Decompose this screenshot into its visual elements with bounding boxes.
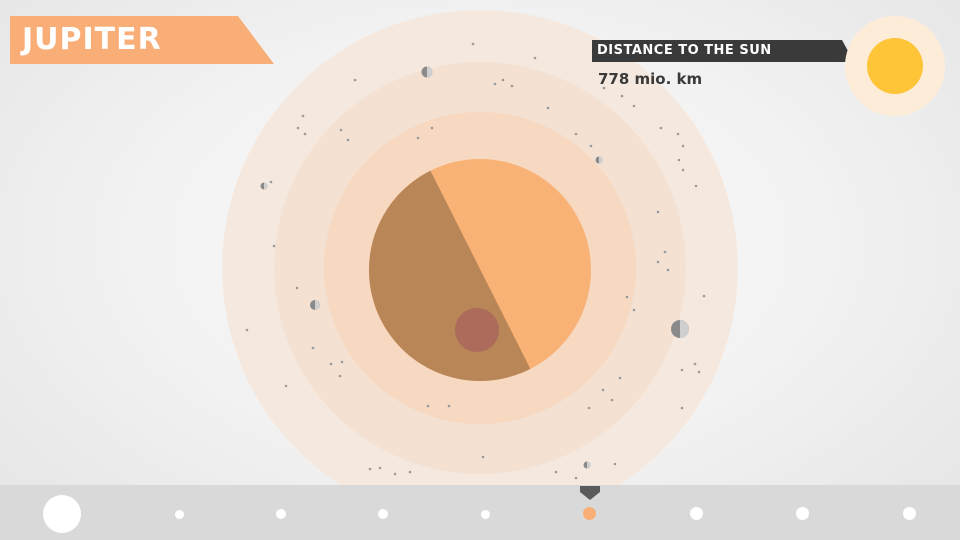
jupiter-scene <box>222 10 738 485</box>
moon <box>583 461 591 469</box>
moon <box>310 300 320 310</box>
distance-label-banner: DISTANCE TO THE SUN <box>592 40 854 62</box>
moons <box>260 66 689 469</box>
nav-dot-neptune[interactable] <box>903 507 916 520</box>
nav-dot-earth[interactable] <box>378 509 388 519</box>
planet-navigation-bar <box>0 485 960 540</box>
jupiter-illustration <box>222 10 738 485</box>
moon <box>260 182 268 190</box>
nav-dot-mercury[interactable] <box>175 510 184 519</box>
nav-dot-saturn[interactable] <box>690 507 703 520</box>
nav-dot-mars[interactable] <box>481 510 490 519</box>
great-red-spot <box>455 308 499 352</box>
nav-dot-sun[interactable] <box>43 495 81 533</box>
jupiter-planet <box>369 159 591 381</box>
moon <box>421 66 433 78</box>
distance-label: DISTANCE TO THE SUN <box>597 43 772 58</box>
current-planet-marker-icon <box>580 485 600 500</box>
nav-dot-jupiter[interactable] <box>583 507 596 520</box>
moon <box>595 156 603 164</box>
asteroid-specks <box>245 42 706 480</box>
nav-dot-venus[interactable] <box>276 509 286 519</box>
distance-value: 778 mio. km <box>598 70 703 88</box>
nav-dot-uranus[interactable] <box>796 507 809 520</box>
planet-title: JUPITER <box>22 22 162 57</box>
planet-title-banner: JUPITER <box>10 16 274 64</box>
moon <box>671 320 689 338</box>
sun-icon <box>845 16 945 116</box>
